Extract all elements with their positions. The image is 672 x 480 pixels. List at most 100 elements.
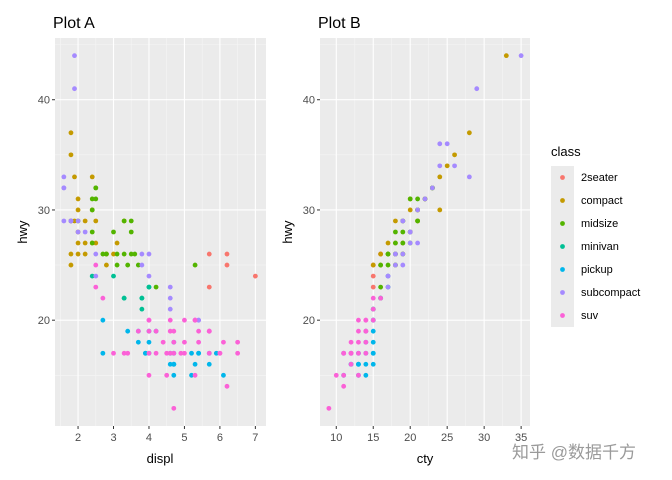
plot-b-point-midsize bbox=[385, 262, 391, 268]
plot-b-point-2seater bbox=[370, 284, 376, 290]
plot-b-point-suv bbox=[333, 372, 339, 378]
plot-a-point-suv bbox=[224, 383, 230, 389]
plot-a-point-suv bbox=[171, 339, 177, 345]
plot-a-point-midsize bbox=[93, 196, 99, 202]
plot-a-xtick-label: 5 bbox=[181, 432, 187, 444]
plot-a-point-midsize bbox=[128, 218, 134, 224]
plot-b-point-2seater bbox=[370, 273, 376, 279]
legend-label-compact: compact bbox=[581, 195, 623, 207]
plot-a-point-compact bbox=[75, 207, 81, 213]
plot-a-point-suv bbox=[171, 328, 177, 334]
plot-b-point-suv bbox=[370, 317, 376, 323]
plot-a-point-suv bbox=[217, 350, 223, 356]
plot-b-ylabel: hwy bbox=[280, 220, 295, 244]
plot-b-point-pickup bbox=[363, 372, 369, 378]
plot-a-point-suv bbox=[167, 328, 173, 334]
plot-a-point-subcompact bbox=[93, 273, 99, 279]
plot-b-point-pickup bbox=[370, 339, 376, 345]
plot-b-xtick-label: 10 bbox=[330, 432, 342, 444]
plot-a-point-suv bbox=[146, 350, 152, 356]
plot-b-point-midsize bbox=[400, 240, 406, 246]
plot-b-point-midsize bbox=[393, 240, 398, 246]
plot-a-point-midsize bbox=[128, 251, 134, 257]
plot-a-point-compact bbox=[75, 240, 81, 246]
plot-b-point-subcompact bbox=[415, 207, 421, 213]
plot-b-point-compact bbox=[444, 163, 450, 169]
plot-a-point-midsize bbox=[125, 262, 131, 268]
plot-b-point-compact bbox=[378, 251, 384, 257]
plot-b-point-suv bbox=[356, 317, 361, 323]
plot-b-ytick-label: 30 bbox=[303, 205, 315, 217]
plot-b-ytick-label: 20 bbox=[303, 315, 315, 327]
plot-b-point-suv bbox=[363, 317, 369, 323]
plot-b-point-compact bbox=[437, 207, 443, 213]
plot-a-point-suv bbox=[235, 350, 241, 356]
plot-a-xtick-label: 4 bbox=[146, 432, 152, 444]
plot-a-point-compact bbox=[68, 152, 74, 158]
plot-a-point-suv bbox=[153, 350, 159, 356]
plot-b-xtick-label: 30 bbox=[478, 432, 490, 444]
plot-b-point-suv bbox=[348, 350, 354, 356]
plot-a-point-subcompact bbox=[75, 229, 81, 235]
plot-a-point-suv bbox=[192, 317, 198, 323]
legend-label-suv: suv bbox=[581, 310, 599, 322]
plot-a-title: Plot A bbox=[53, 15, 95, 32]
plot-b-point-pickup bbox=[370, 350, 376, 356]
plot-b-xlabel: cty bbox=[417, 451, 434, 466]
plot-a-point-compact bbox=[72, 218, 77, 224]
plot-a-point-pickup bbox=[125, 328, 131, 334]
plot-b-point-midsize bbox=[407, 196, 413, 202]
plot-a-point-suv bbox=[100, 295, 106, 301]
plot-a-point-pickup bbox=[189, 350, 194, 356]
plot-a-point-midsize bbox=[111, 229, 116, 235]
plot-a-point-subcompact bbox=[167, 306, 173, 312]
plot-a-point-suv bbox=[93, 284, 99, 290]
plot-a-point-subcompact bbox=[75, 218, 81, 224]
plot-a-point-compact bbox=[111, 251, 116, 257]
plot-a-point-minivan bbox=[139, 295, 145, 301]
plot-b-point-suv bbox=[356, 328, 361, 334]
plot-a-point-suv bbox=[146, 372, 152, 378]
plot-a-point-suv bbox=[146, 328, 152, 334]
plot-a-point-suv bbox=[182, 317, 187, 323]
plot-a-ytick-label: 30 bbox=[38, 205, 50, 217]
plot-a-ticks: 2 3 4 5 6 7 20 30 40 bbox=[38, 95, 259, 444]
plot-b-point-subcompact bbox=[466, 174, 472, 180]
plot-b-point-suv bbox=[356, 372, 361, 378]
plot-a-point-pickup bbox=[135, 339, 141, 345]
plot-a-xlabel: displ bbox=[147, 451, 174, 466]
plot-a-point-compact bbox=[68, 262, 74, 268]
plot-a-point-pickup bbox=[167, 361, 173, 367]
plot-a-point-midsize bbox=[121, 251, 127, 257]
plot-a-point-suv bbox=[196, 328, 202, 334]
plot-a: Plot A 2 3 4 5 6 7 20 30 40 displ hwy bbox=[15, 15, 266, 466]
plot-a-point-midsize bbox=[114, 251, 120, 257]
legend: class 2seater compact midsize minivan pickup… bbox=[551, 144, 640, 327]
plot-a-point-suv bbox=[167, 350, 173, 356]
plot-a-point-midsize bbox=[153, 284, 159, 290]
plot-b-point-suv bbox=[341, 372, 347, 378]
plot-b-points bbox=[326, 53, 524, 411]
plot-a-point-suv bbox=[206, 350, 212, 356]
plot-b-point-subcompact bbox=[385, 284, 391, 290]
plot-b-point-pickup bbox=[356, 361, 361, 367]
plot-a-point-suv bbox=[192, 372, 198, 378]
plot-a-point-subcompact bbox=[167, 284, 173, 290]
plot-b-point-suv bbox=[370, 295, 376, 301]
plot-a-point-pickup bbox=[146, 339, 152, 345]
plot-a-point-compact bbox=[93, 240, 99, 246]
plot-b-point-compact bbox=[370, 262, 376, 268]
plot-b-point-subcompact bbox=[393, 251, 398, 257]
legend-swatch-midsize bbox=[560, 221, 565, 226]
plot-a-point-suv bbox=[146, 317, 152, 323]
plot-a-point-minivan bbox=[139, 306, 145, 312]
plot-b-point-pickup bbox=[370, 361, 376, 367]
plot-a-point-compact bbox=[93, 218, 99, 224]
plot-a-point-compact bbox=[82, 251, 88, 257]
plot-a-point-suv bbox=[135, 328, 141, 334]
plot-a-point-subcompact bbox=[93, 251, 99, 257]
plot-b-point-compact bbox=[466, 130, 472, 136]
plot-b-point-suv bbox=[348, 361, 354, 367]
plot-b-point-compact bbox=[503, 53, 509, 59]
plot-b-point-subcompact bbox=[422, 196, 428, 202]
